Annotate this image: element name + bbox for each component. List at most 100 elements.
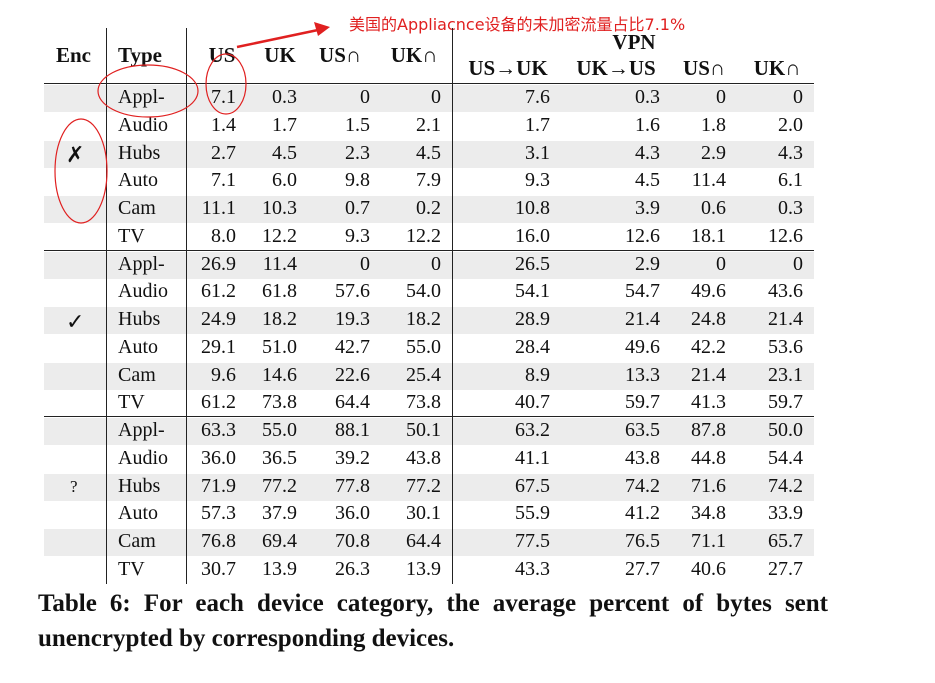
type-cell: Auto xyxy=(118,502,158,525)
type-cell: Appl- xyxy=(118,86,165,108)
value-cell: 13.9 xyxy=(406,557,441,580)
value-cell: 13.3 xyxy=(625,363,660,386)
value-cell: 39.2 xyxy=(335,446,370,469)
type-cell: Audio xyxy=(118,113,168,136)
value-cell: 37.9 xyxy=(262,502,297,525)
value-cell: 2.1 xyxy=(416,113,441,136)
value-cell: 12.6 xyxy=(625,224,660,247)
header-us-to-uk: US→UK xyxy=(468,56,548,80)
value-cell: 57.6 xyxy=(335,280,370,303)
value-cell: 28.4 xyxy=(515,335,550,358)
value-cell: 0.6 xyxy=(701,197,726,219)
value-cell: 77.8 xyxy=(335,474,370,497)
value-cell: 24.8 xyxy=(691,308,726,330)
value-cell: 55.0 xyxy=(262,419,297,441)
value-cell: 2.0 xyxy=(778,113,803,136)
value-cell: 50.1 xyxy=(406,419,441,441)
value-cell: 28.9 xyxy=(515,308,550,330)
type-cell: Auto xyxy=(118,169,158,192)
value-cell: 43.8 xyxy=(406,446,441,469)
value-cell: 71.6 xyxy=(691,474,726,497)
value-cell: 7.1 xyxy=(211,86,236,108)
value-cell: 49.6 xyxy=(625,335,660,358)
value-cell: 14.6 xyxy=(262,363,297,386)
value-cell: 65.7 xyxy=(768,530,803,552)
header-vpn-uk-cap: UK∩ xyxy=(753,56,801,80)
row-stripe xyxy=(44,251,814,279)
header-uk: UK xyxy=(264,43,296,67)
value-cell: 70.8 xyxy=(335,530,370,552)
value-cell: 30.7 xyxy=(201,557,236,580)
type-cell: TV xyxy=(118,224,145,247)
value-cell: 11.4 xyxy=(691,169,726,192)
value-cell: 1.5 xyxy=(345,113,370,136)
annotation-note: 美国的Appliacnce设备的未加密流量占比7.1% xyxy=(349,15,686,34)
value-cell: 26.5 xyxy=(515,252,550,275)
value-cell: 73.8 xyxy=(406,391,441,414)
value-cell: 63.5 xyxy=(625,419,660,441)
value-cell: 24.9 xyxy=(201,308,236,330)
header-uk-cap: UK∩ xyxy=(390,43,438,67)
row-stripe xyxy=(44,307,814,334)
type-cell: Hubs xyxy=(118,308,161,330)
value-cell: 50.0 xyxy=(768,419,803,441)
value-cell: 3.9 xyxy=(635,197,660,219)
value-cell: 0 xyxy=(716,86,726,108)
value-cell: 49.6 xyxy=(691,280,726,303)
row-stripe xyxy=(44,362,814,390)
type-cell: Cam xyxy=(118,363,156,386)
value-cell: 11.1 xyxy=(201,197,236,219)
value-cell: 0.2 xyxy=(416,197,441,219)
enc-symbol-group-1: ✗ xyxy=(66,142,85,168)
header-us: US xyxy=(208,43,236,67)
value-cell: 34.8 xyxy=(691,502,726,525)
value-cell: 0.3 xyxy=(635,86,660,108)
row-stripe xyxy=(44,140,814,168)
value-cell: 0 xyxy=(793,252,803,275)
value-cell: 19.3 xyxy=(335,308,370,330)
value-cell: 1.8 xyxy=(701,113,726,136)
value-cell: 2.9 xyxy=(635,252,660,275)
value-cell: 9.8 xyxy=(345,169,370,192)
value-cell: 88.1 xyxy=(335,419,370,441)
value-cell: 9.3 xyxy=(525,169,550,192)
enc-symbol-group-2: ✓ xyxy=(66,308,85,334)
type-cell: Cam xyxy=(118,197,156,219)
value-cell: 74.2 xyxy=(625,474,660,497)
value-cell: 7.6 xyxy=(525,86,550,108)
value-cell: 21.4 xyxy=(625,308,660,330)
header-rule xyxy=(44,83,814,84)
value-cell: 8.9 xyxy=(525,363,550,386)
header-us-cap: US∩ xyxy=(319,43,361,67)
annotation-arrow-head xyxy=(314,22,330,36)
value-cell: 36.5 xyxy=(262,446,297,469)
value-cell: 74.2 xyxy=(768,474,803,497)
value-cell: 77.2 xyxy=(262,474,297,497)
value-cell: 2.9 xyxy=(701,141,726,164)
value-cell: 4.5 xyxy=(272,141,297,164)
value-cell: 63.3 xyxy=(201,419,236,441)
value-cell: 73.8 xyxy=(262,391,297,414)
value-cell: 13.9 xyxy=(262,557,297,580)
row-stripe xyxy=(44,418,814,445)
value-cell: 67.5 xyxy=(515,474,550,497)
value-cell: 42.2 xyxy=(691,335,726,358)
value-cell: 0 xyxy=(360,86,370,108)
value-cell: 21.4 xyxy=(768,308,803,330)
value-cell: 9.6 xyxy=(211,363,236,386)
value-cell: 30.1 xyxy=(406,502,441,525)
value-cell: 11.4 xyxy=(262,252,297,275)
type-cell: TV xyxy=(118,391,145,414)
value-cell: 4.3 xyxy=(778,141,803,164)
value-cell: 64.4 xyxy=(406,530,441,552)
value-cell: 4.3 xyxy=(635,141,660,164)
header-vpn-us-cap: US∩ xyxy=(683,56,725,80)
value-cell: 43.3 xyxy=(515,557,550,580)
value-cell: 55.0 xyxy=(406,335,441,358)
value-cell: 54.0 xyxy=(406,280,441,303)
value-cell: 2.7 xyxy=(211,141,236,164)
value-cell: 2.3 xyxy=(345,141,370,164)
value-cell: 27.7 xyxy=(625,557,660,580)
header-vpn: VPN xyxy=(612,30,656,54)
